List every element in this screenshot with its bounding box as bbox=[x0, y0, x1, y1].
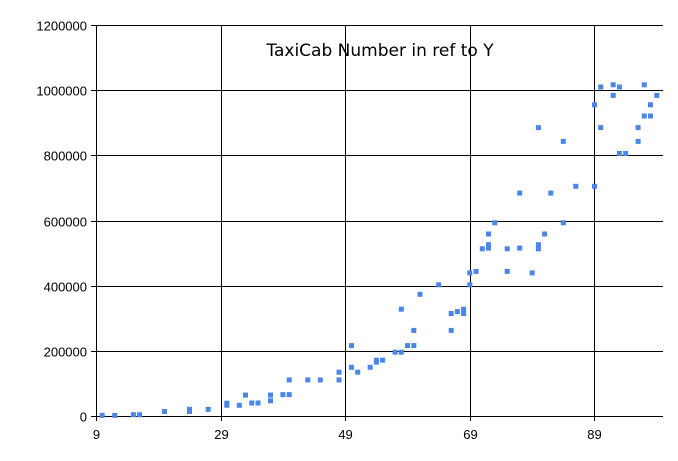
data-point bbox=[504, 268, 510, 274]
data-point bbox=[398, 306, 404, 312]
data-point bbox=[448, 311, 454, 316]
data-point bbox=[349, 364, 354, 370]
data-point bbox=[255, 400, 261, 406]
data-point bbox=[592, 102, 597, 108]
data-point bbox=[286, 377, 292, 383]
x-tick-label: 89 bbox=[587, 427, 601, 442]
data-point bbox=[492, 220, 498, 226]
data-point bbox=[99, 412, 105, 418]
y-tick-label: 600000 bbox=[44, 215, 87, 230]
data-point bbox=[610, 92, 616, 98]
data-point bbox=[417, 291, 423, 297]
y-tick-label: 1000000 bbox=[36, 84, 87, 99]
x-tick-label: 69 bbox=[463, 427, 477, 442]
data-point bbox=[268, 392, 273, 398]
data-point bbox=[205, 406, 211, 412]
data-point bbox=[187, 409, 192, 414]
data-point bbox=[130, 412, 136, 418]
data-point bbox=[224, 400, 230, 406]
data-point bbox=[486, 242, 491, 248]
y-tick-label: 0 bbox=[80, 410, 87, 425]
data-point bbox=[162, 409, 167, 414]
data-point bbox=[517, 245, 523, 251]
data-point bbox=[392, 349, 398, 355]
data-point bbox=[529, 270, 535, 276]
data-point bbox=[405, 343, 410, 349]
data-point bbox=[616, 151, 622, 156]
data-point bbox=[504, 246, 510, 252]
data-point bbox=[641, 113, 647, 119]
data-point bbox=[517, 190, 523, 196]
data-point bbox=[461, 306, 467, 312]
data-point bbox=[486, 245, 491, 251]
data-point bbox=[286, 392, 292, 398]
data-point bbox=[112, 412, 118, 418]
data-point bbox=[448, 327, 454, 333]
data-point bbox=[473, 268, 479, 274]
data-point bbox=[336, 369, 342, 375]
data-point bbox=[623, 151, 629, 156]
data-point bbox=[635, 138, 641, 144]
data-point bbox=[373, 357, 379, 363]
data-point bbox=[486, 231, 491, 237]
data-point bbox=[236, 402, 242, 408]
data-point bbox=[610, 82, 616, 88]
data-point bbox=[542, 231, 548, 237]
data-point bbox=[598, 125, 604, 131]
data-point bbox=[398, 349, 404, 355]
data-point bbox=[592, 183, 597, 189]
data-point bbox=[454, 309, 460, 315]
data-point bbox=[436, 282, 442, 288]
data-point bbox=[641, 82, 647, 88]
y-tick-label: 200000 bbox=[44, 345, 87, 360]
x-tick-label: 29 bbox=[214, 427, 228, 442]
data-point bbox=[467, 282, 473, 288]
y-tick-labels: 0 200000 400000 600000 800000 1000000 1200000 bbox=[36, 19, 87, 425]
data-point bbox=[355, 369, 361, 375]
y-tick-label: 800000 bbox=[44, 149, 87, 164]
data-point bbox=[243, 392, 248, 398]
data-point bbox=[280, 392, 286, 398]
data-point bbox=[336, 377, 342, 383]
data-point bbox=[349, 343, 354, 349]
data-point bbox=[467, 270, 473, 276]
data-point bbox=[461, 311, 467, 316]
data-point bbox=[367, 364, 373, 370]
y-tick-label: 400000 bbox=[44, 280, 87, 295]
data-point bbox=[573, 183, 579, 189]
axes bbox=[91, 25, 663, 421]
data-point bbox=[268, 398, 273, 404]
data-point bbox=[548, 190, 554, 196]
data-point bbox=[648, 113, 653, 119]
x-tick-labels: 9 29 49 69 89 bbox=[93, 427, 602, 442]
grid-lines bbox=[96, 25, 663, 416]
data-point bbox=[598, 84, 604, 90]
x-tick-label: 49 bbox=[338, 427, 352, 442]
data-point bbox=[616, 84, 622, 90]
data-point bbox=[411, 327, 417, 333]
data-point bbox=[560, 138, 566, 144]
data-point bbox=[535, 246, 541, 252]
data-point bbox=[137, 412, 143, 418]
data-point bbox=[535, 242, 541, 248]
data-point bbox=[479, 246, 485, 252]
data-point bbox=[648, 102, 653, 108]
data-point bbox=[380, 357, 386, 363]
data-point bbox=[535, 125, 541, 131]
data-point bbox=[560, 220, 566, 226]
data-point bbox=[317, 377, 323, 383]
data-point bbox=[654, 92, 660, 98]
chart-title: TaxiCab Number in ref to Y bbox=[265, 41, 494, 61]
data-point bbox=[305, 377, 311, 383]
data-point bbox=[249, 400, 255, 406]
data-point bbox=[411, 343, 417, 349]
data-points bbox=[99, 82, 660, 418]
data-point bbox=[635, 125, 641, 131]
x-tick-label: 9 bbox=[93, 427, 100, 442]
y-tick-label: 1200000 bbox=[36, 19, 87, 34]
